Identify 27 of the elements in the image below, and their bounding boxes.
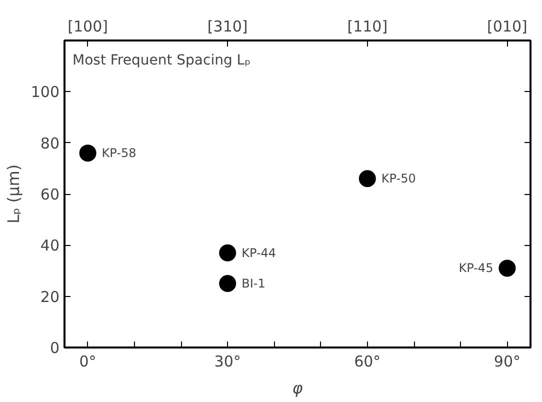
x-tick-label: 0° <box>79 352 96 370</box>
annotation: [310] <box>207 18 248 36</box>
y-axis-title: Lₚ (μm) <box>4 164 23 224</box>
y-tick-label: 60 <box>40 186 60 204</box>
annotation: BI-1 <box>242 276 266 291</box>
annotation: [110] <box>347 18 388 36</box>
point <box>219 275 236 292</box>
annotation: KP-45 <box>458 261 494 276</box>
annotation: [010] <box>487 18 528 36</box>
point <box>79 144 96 162</box>
x-tick-label: 90° <box>494 352 520 370</box>
y-tick-label: 80 <box>40 134 60 152</box>
annotation: KP-58 <box>102 146 136 160</box>
annotation: [100] <box>68 18 108 36</box>
text: Most Frequent Spacing Lₚ <box>72 52 251 68</box>
annotation: KP-44 <box>242 246 276 260</box>
y-tick-label: 0 <box>50 339 60 357</box>
point <box>219 244 236 262</box>
x-axis-title: φ <box>292 378 304 398</box>
point <box>498 260 516 277</box>
x-tick-label: 30° <box>214 352 241 370</box>
y-tick-label: 40 <box>40 236 60 255</box>
x-tick-label: 60° <box>354 352 381 370</box>
annotation: KP-50 <box>381 172 416 186</box>
point <box>358 170 376 188</box>
y-tick-label: 100 <box>30 83 60 102</box>
y-tick-label: 20 <box>40 288 60 306</box>
